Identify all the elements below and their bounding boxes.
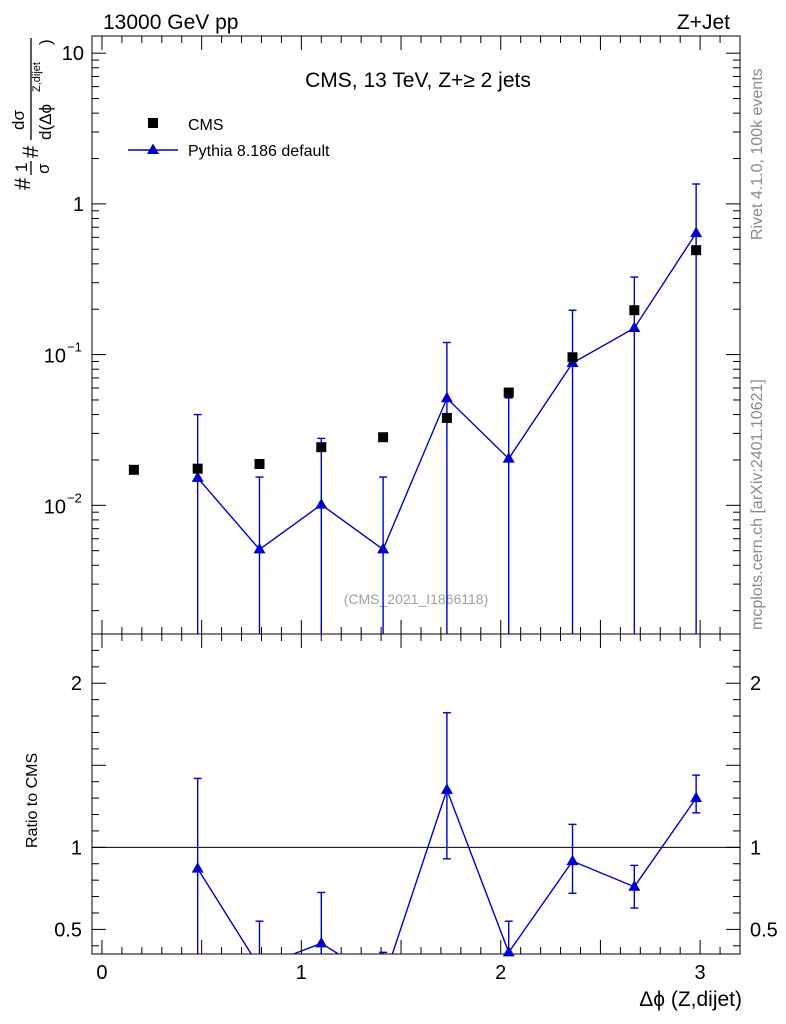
ratio-y-tick-label-left: 0.5 — [54, 919, 82, 941]
mcplots-label: mcplots.cern.ch [arXiv:2401.10621] — [749, 379, 766, 630]
y-axis-title-sigma: σ — [34, 163, 53, 174]
cms-point — [192, 463, 203, 474]
legend-marker-cms — [148, 118, 158, 128]
pythia-point — [628, 321, 641, 333]
pythia-point — [690, 226, 703, 238]
pythia-point — [502, 452, 515, 463]
x-ticks: 0 1 2 3 — [96, 36, 741, 984]
analysis-watermark: (CMS_2021_I1866118) — [344, 591, 489, 607]
cms-point — [316, 442, 327, 453]
ratio-point — [502, 945, 515, 957]
x-tick-label: 3 — [695, 962, 706, 984]
y-axis-title-hash2: # — [18, 145, 43, 158]
main-y-tick-label: 10 — [44, 346, 66, 368]
ratio-point — [191, 862, 204, 873]
legend-label-cms: CMS — [188, 117, 224, 134]
cms-point — [378, 432, 389, 443]
y-axis-title: # 1 σ # dσ d(Δϕ Z,dijet ) — [9, 38, 55, 190]
x-axis-title: Δϕ (Z,dijet) — [639, 988, 742, 1011]
y-axis-title-sup: Z,dijet — [31, 62, 43, 92]
pythia-point — [191, 471, 204, 482]
legend-label-pythia: Pythia 8.186 default — [188, 143, 330, 160]
x-tick-label: 1 — [296, 962, 307, 984]
ratio-y-tick-label-right: 2 — [750, 673, 761, 695]
ratio-point — [315, 936, 328, 948]
main-y-tick-label: 1 — [73, 194, 84, 216]
pythia-point — [315, 498, 328, 509]
main-y-tick-label: 10 — [44, 496, 66, 518]
ratio-y-tick-label-left: 1 — [71, 837, 82, 859]
y-axis-title-hash: # — [10, 177, 35, 190]
header-right-label: Z+Jet — [677, 11, 730, 34]
y-axis-title-num: dσ — [9, 110, 28, 130]
main-data-series — [128, 183, 703, 634]
pythia-point — [253, 542, 266, 554]
cms-point — [629, 305, 640, 316]
ratio-y-ticks: 0.5 0.5 1 1 2 2 — [54, 649, 778, 947]
ratio-y-axis-title: Ratio to CMS — [24, 753, 41, 848]
legend: CMS Pythia 8.186 default — [128, 117, 330, 160]
ratio-data-series — [191, 712, 703, 957]
ratio-line — [197, 789, 697, 955]
cms-point — [503, 387, 514, 398]
y-axis-title-den: d(Δϕ — [36, 104, 55, 140]
main-y-tick-exponent: −1 — [67, 340, 82, 355]
ratio-y-tick-label-right: 0.5 — [750, 919, 778, 941]
ratio-y-tick-label-left: 2 — [71, 673, 82, 695]
ratio-point — [566, 854, 579, 866]
cms-point — [441, 412, 452, 423]
cms-point — [691, 245, 702, 256]
header-left-label: 13000 GeV pp — [103, 11, 238, 34]
y-axis-title-close: ) — [36, 39, 55, 45]
cms-point — [567, 352, 578, 363]
pythia-point — [377, 542, 390, 554]
x-tick-label: 2 — [495, 962, 506, 984]
chart-title: CMS, 13 TeV, Z+≥ 2 jets — [305, 69, 531, 92]
ratio-panel-frame — [91, 633, 741, 955]
legend-marker-pythia — [147, 143, 159, 154]
main-y-tick-label: 10 — [62, 43, 84, 65]
x-tick-label: 0 — [96, 962, 107, 984]
ratio-y-tick-label-right: 1 — [750, 837, 761, 859]
svg-text:#: # — [10, 177, 35, 190]
ratio-point — [440, 783, 453, 794]
pythia-point — [440, 391, 453, 403]
cms-point — [254, 458, 265, 469]
ratio-point — [690, 791, 703, 803]
ratio-point — [628, 880, 641, 891]
rivet-version-label: Rivet 4.1.0, 100k events — [749, 68, 766, 240]
cms-point — [128, 464, 139, 475]
main-y-tick-exponent: −2 — [67, 490, 82, 505]
y-axis-title-one: 1 — [12, 163, 31, 172]
